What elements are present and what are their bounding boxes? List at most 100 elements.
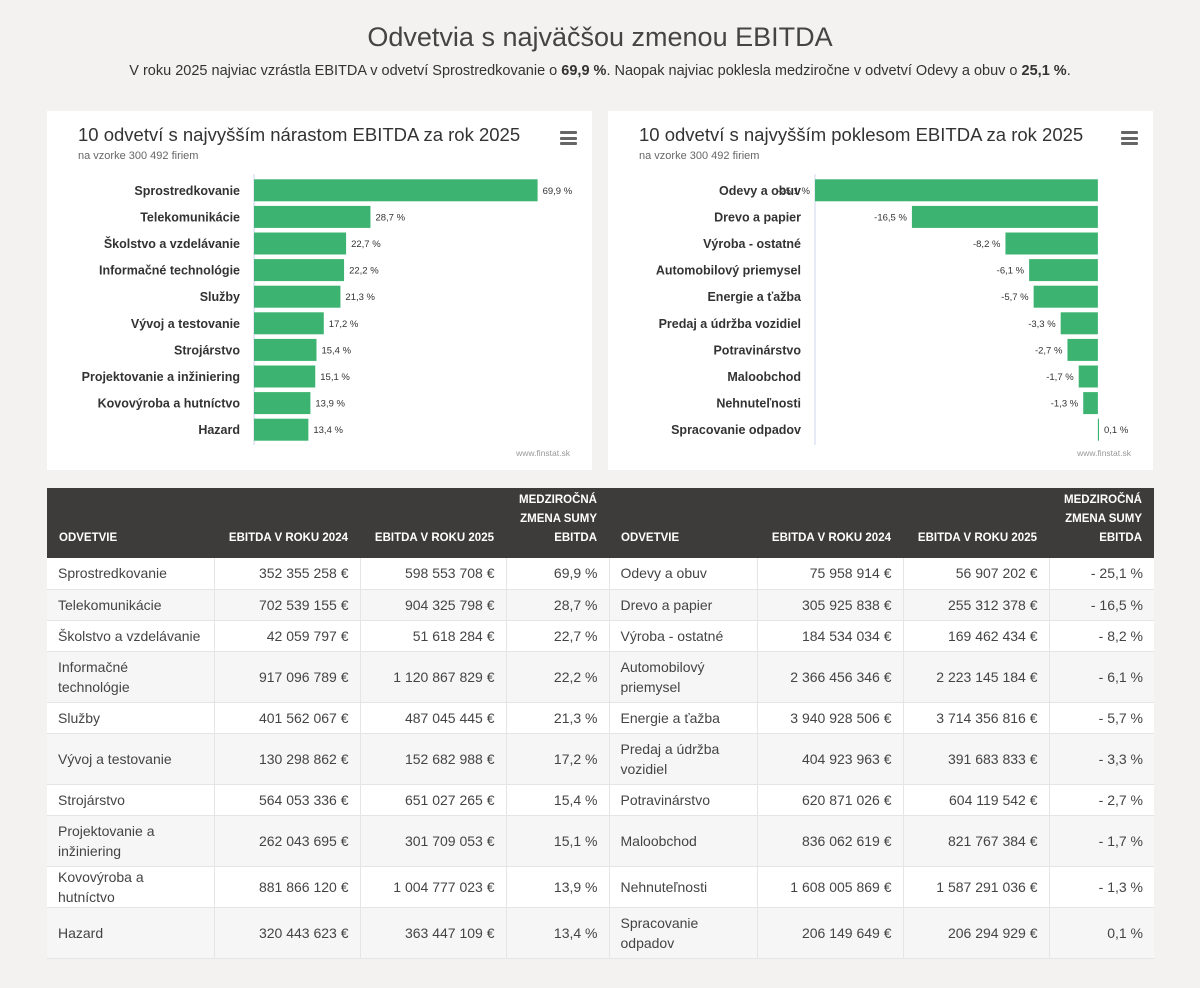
bar[interactable]: [815, 179, 1098, 202]
table-cell: 836 062 619 €: [757, 815, 904, 867]
data-label: -8,2 %: [973, 239, 1001, 250]
bar[interactable]: [254, 312, 324, 335]
bar[interactable]: [254, 259, 345, 282]
table-cell: Strojárstvo: [47, 784, 215, 816]
table-cell: 13,9 %: [506, 866, 610, 908]
table-cell: Školstvo a vzdelávanie: [47, 620, 215, 652]
column-header: EBITDA v roku 2025: [360, 488, 506, 558]
table-row: Strojárstvo 564 053 336 €651 027 265 €15,…: [47, 784, 1154, 816]
data-label: -6,1 %: [997, 266, 1025, 277]
category-label: Služby: [200, 290, 240, 304]
bar[interactable]: [254, 205, 371, 228]
table-row: Telekomunikácie 702 539 155 €904 325 798 …: [47, 589, 1154, 621]
data-label: 13,4 %: [313, 425, 343, 436]
table-cell: - 1,3 %: [1049, 866, 1154, 908]
table-cell: 169 462 434 €: [903, 620, 1050, 652]
bar[interactable]: [254, 232, 347, 255]
table-row: Služby 401 562 067 €487 045 445 €21,3 % En…: [47, 702, 1154, 734]
chart-title: 10 odvetví s najvyšším nárastom EBITDA z…: [78, 124, 521, 145]
bar[interactable]: [254, 392, 311, 415]
category-label: Kovovýroba a hutníctvo: [98, 397, 241, 411]
table-cell: 404 923 963 €: [757, 733, 904, 785]
hamburger-menu-icon[interactable]: [560, 131, 577, 145]
table-row: Sprostredkovanie 352 355 258 €598 553 708…: [47, 558, 1154, 590]
column-header: Odvetvie: [609, 488, 757, 558]
column-header: Odvetvie: [47, 488, 214, 558]
data-label: -2,7 %: [1035, 345, 1063, 356]
bar[interactable]: [1060, 312, 1098, 335]
bar[interactable]: [1097, 418, 1099, 441]
data-label: 28,7 %: [375, 212, 405, 223]
data-label: -16,5 %: [874, 212, 907, 223]
table-cell: Výroba - ostatné: [609, 620, 758, 652]
table-cell: 22,7 %: [506, 620, 610, 652]
data-label: 0,1 %: [1104, 425, 1129, 436]
category-label: Informačné technológie: [99, 264, 240, 278]
table-cell: 42 059 797 €: [214, 620, 361, 652]
table-cell: 1 587 291 036 €: [903, 866, 1050, 908]
table-cell: 3 714 356 816 €: [903, 702, 1050, 734]
table-cell: 51 618 284 €: [360, 620, 507, 652]
table-cell: 3 940 928 506 €: [757, 702, 904, 734]
table-cell: Sprostredkovanie: [47, 558, 215, 590]
table-cell: 75 958 914 €: [757, 558, 904, 590]
table-cell: 206 294 929 €: [903, 907, 1050, 959]
bar[interactable]: [254, 418, 309, 441]
table-cell: Odevy a obuv: [609, 558, 758, 590]
table-cell: 56 907 202 €: [903, 558, 1050, 590]
bar[interactable]: [1033, 285, 1098, 308]
table-cell: 904 325 798 €: [360, 589, 507, 621]
data-label: 13,9 %: [315, 399, 345, 410]
table-cell: Vývoj a testovanie: [47, 733, 215, 785]
table-row: Projektovanie a inžiniering 262 043 695 €…: [47, 815, 1154, 867]
data-label: 21,3 %: [345, 292, 375, 303]
hamburger-menu-icon[interactable]: [1121, 131, 1138, 145]
table-cell: 881 866 120 €: [214, 866, 361, 908]
table-cell: - 6,1 %: [1049, 651, 1154, 703]
bar[interactable]: [911, 205, 1098, 228]
table-cell: 651 027 265 €: [360, 784, 507, 816]
category-label: Potravinárstvo: [713, 343, 801, 357]
bar[interactable]: [1083, 392, 1098, 415]
chart-subtitle: na vzorke 300 492 firiem: [78, 150, 199, 162]
bar[interactable]: [1029, 259, 1098, 282]
table-cell: - 5,7 %: [1049, 702, 1154, 734]
bar[interactable]: [1005, 232, 1098, 255]
bar[interactable]: [254, 179, 538, 202]
table-cell: Maloobchod: [609, 815, 758, 867]
table-cell: - 2,7 %: [1049, 784, 1154, 816]
chart-credit[interactable]: www.finstat.sk: [516, 448, 570, 458]
data-label: 22,7 %: [351, 239, 381, 250]
table-cell: 130 298 862 €: [214, 733, 361, 785]
table-cell: 604 119 542 €: [903, 784, 1050, 816]
data-label: 17,2 %: [329, 319, 359, 330]
table-cell: Telekomunikácie: [47, 589, 215, 621]
bar[interactable]: [1067, 338, 1098, 361]
table-cell: 152 682 988 €: [360, 733, 507, 785]
table-cell: - 16,5 %: [1049, 589, 1154, 621]
column-header: Medziročná zmena sumy EBITDA: [506, 488, 609, 558]
table-cell: - 8,2 %: [1049, 620, 1154, 652]
data-label: 69,9 %: [543, 186, 573, 197]
table-cell: 301 709 053 €: [360, 815, 507, 867]
bar[interactable]: [254, 285, 341, 308]
table-cell: Projektovanie a inžiniering: [47, 815, 215, 867]
table-row: Školstvo a vzdelávanie 42 059 797 €51 618…: [47, 620, 1154, 652]
table-cell: 401 562 067 €: [214, 702, 361, 734]
chart-credit[interactable]: www.finstat.sk: [1077, 448, 1131, 458]
category-label: Hazard: [198, 423, 240, 437]
bar[interactable]: [1078, 365, 1098, 388]
bar[interactable]: [254, 338, 317, 361]
bar[interactable]: [254, 365, 316, 388]
table-cell: 1 004 777 023 €: [360, 866, 507, 908]
column-header: Medziročná zmena sumy EBITDA: [1049, 488, 1154, 558]
category-label: Telekomunikácie: [140, 210, 240, 224]
page-title: Odvetvia s najväčšou zmenou EBITDA: [367, 22, 833, 52]
decline-bar-chart: Odevy a obuv-25,1 % Drevo a papier -16,5 %…: [656, 174, 1129, 445]
category-label: Automobilový priemysel: [656, 264, 801, 278]
table-cell: Spracovanie odpadov: [609, 907, 758, 959]
table-cell: Služby: [47, 702, 215, 734]
category-label: Školstvo a vzdelávanie: [104, 236, 240, 251]
column-header: EBITDA v roku 2025: [903, 488, 1049, 558]
category-label: Nehnuteľnosti: [716, 397, 801, 411]
